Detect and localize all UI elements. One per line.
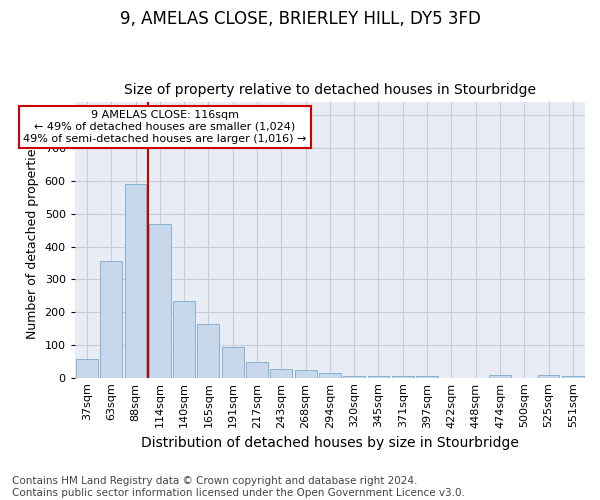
Bar bbox=[173, 300, 195, 378]
Bar bbox=[197, 324, 220, 378]
Bar bbox=[319, 373, 341, 378]
Bar bbox=[343, 376, 365, 378]
X-axis label: Distribution of detached houses by size in Stourbridge: Distribution of detached houses by size … bbox=[141, 436, 519, 450]
Bar bbox=[271, 370, 292, 378]
Bar bbox=[100, 262, 122, 378]
Y-axis label: Number of detached properties: Number of detached properties bbox=[26, 142, 39, 338]
Bar bbox=[295, 370, 317, 378]
Bar bbox=[76, 359, 98, 378]
Bar bbox=[149, 224, 171, 378]
Bar bbox=[392, 376, 414, 378]
Bar bbox=[125, 184, 146, 378]
Bar bbox=[222, 346, 244, 378]
Text: 9, AMELAS CLOSE, BRIERLEY HILL, DY5 3FD: 9, AMELAS CLOSE, BRIERLEY HILL, DY5 3FD bbox=[119, 10, 481, 28]
Bar bbox=[368, 376, 389, 378]
Text: 9 AMELAS CLOSE: 116sqm
← 49% of detached houses are smaller (1,024)
49% of semi-: 9 AMELAS CLOSE: 116sqm ← 49% of detached… bbox=[23, 110, 307, 144]
Bar bbox=[489, 375, 511, 378]
Bar bbox=[416, 376, 438, 378]
Bar bbox=[562, 376, 584, 378]
Title: Size of property relative to detached houses in Stourbridge: Size of property relative to detached ho… bbox=[124, 83, 536, 97]
Bar bbox=[246, 362, 268, 378]
Bar bbox=[538, 375, 559, 378]
Text: Contains HM Land Registry data © Crown copyright and database right 2024.
Contai: Contains HM Land Registry data © Crown c… bbox=[12, 476, 465, 498]
